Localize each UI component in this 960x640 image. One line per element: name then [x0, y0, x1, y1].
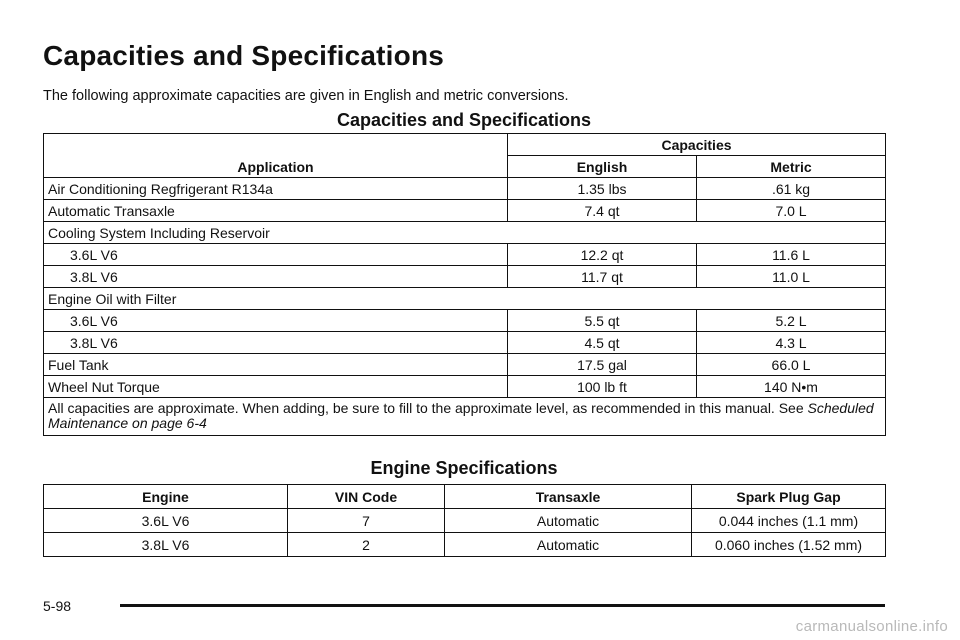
- table-row: 3.8L V6 2 Automatic 0.060 inches (1.52 m…: [43, 532, 886, 557]
- transaxle-cell: Automatic: [444, 508, 692, 533]
- header-engine: Engine: [43, 484, 288, 509]
- spark-plug-gap-cell: 0.044 inches (1.1 mm): [691, 508, 886, 533]
- watermark: carmanualsonline.info: [795, 618, 948, 635]
- transaxle-cell: Automatic: [444, 532, 692, 557]
- metric-cell: 140 N•m: [695, 375, 887, 398]
- intro-text: The following approximate capacities are…: [43, 88, 569, 104]
- header-vin-code: VIN Code: [287, 484, 445, 509]
- table-row: Automatic Transaxle 7.4 qt 7.0 L: [43, 199, 887, 222]
- footer-divider: [120, 604, 885, 607]
- application-cell: Fuel Tank: [43, 353, 508, 376]
- vin-code-cell: 7: [287, 508, 445, 533]
- header-transaxle: Transaxle: [444, 484, 692, 509]
- application-cell: 3.8L V6: [43, 331, 508, 354]
- english-cell: 7.4 qt: [507, 199, 697, 222]
- header-metric: Metric: [695, 155, 887, 178]
- maintenance-reference-link[interactable]: Scheduled Maintenance on page 6-4: [48, 400, 874, 431]
- english-cell: 17.5 gal: [507, 353, 697, 376]
- group-heading-cell: Cooling System Including Reservoir: [42, 221, 887, 244]
- metric-cell: 5.2 L: [695, 309, 887, 332]
- engine-specifications-table: Engine VIN Code Transaxle Spark Plug Gap…: [43, 484, 886, 557]
- table-row: Cooling System Including Reservoir: [42, 221, 887, 244]
- application-cell: Wheel Nut Torque: [43, 375, 508, 398]
- header-english: English: [507, 155, 697, 178]
- note-text: All capacities are approximate. When add…: [48, 400, 808, 416]
- vin-code-cell: 2: [287, 532, 445, 557]
- table-row: 3.6L V6 5.5 qt 5.2 L: [43, 309, 887, 332]
- metric-cell: 66.0 L: [695, 353, 887, 376]
- page-number: 5-98: [43, 598, 72, 614]
- english-cell: 11.7 qt: [507, 265, 697, 288]
- capacities-table: Application Capacities English Metric Ai…: [42, 133, 887, 436]
- application-cell: 3.6L V6: [43, 309, 508, 332]
- table-row: Engine Oil with Filter: [42, 287, 887, 310]
- header-capacities: Capacities: [506, 133, 887, 156]
- metric-cell: 11.0 L: [695, 265, 887, 288]
- table-row: 3.6L V6 7 Automatic 0.044 inches (1.1 mm…: [43, 508, 886, 533]
- metric-cell: 7.0 L: [695, 199, 887, 222]
- application-cell: Automatic Transaxle: [43, 199, 508, 222]
- application-cell: Air Conditioning Regfrigerant R134a: [43, 177, 508, 200]
- page-title: Capacities and Specifications: [43, 40, 445, 71]
- application-cell: 3.6L V6: [43, 243, 508, 266]
- table-note-row: All capacities are approximate. When add…: [42, 397, 887, 436]
- table-row: 3.8L V6 4.5 qt 4.3 L: [43, 331, 887, 354]
- table-row: Air Conditioning Regfrigerant R134a 1.35…: [43, 177, 887, 200]
- engine-cell: 3.6L V6: [43, 508, 288, 533]
- table-row: 3.6L V6 12.2 qt 11.6 L: [43, 243, 887, 266]
- spark-plug-gap-cell: 0.060 inches (1.52 mm): [691, 532, 886, 557]
- application-cell: 3.8L V6: [43, 265, 508, 288]
- english-cell: 1.35 lbs: [507, 177, 697, 200]
- header-application: Application: [43, 133, 508, 178]
- header-spark-plug-gap: Spark Plug Gap: [691, 484, 886, 509]
- english-cell: 100 lb ft: [507, 375, 697, 398]
- metric-cell: 4.3 L: [695, 331, 887, 354]
- capacities-table-title: Capacities and Specifications: [336, 110, 592, 130]
- table-row: 3.8L V6 11.7 qt 11.0 L: [43, 265, 887, 288]
- english-cell: 12.2 qt: [507, 243, 697, 266]
- group-heading-cell: Engine Oil with Filter: [42, 287, 887, 310]
- metric-cell: .61 kg: [695, 177, 887, 200]
- english-cell: 4.5 qt: [507, 331, 697, 354]
- table-note: All capacities are approximate. When add…: [42, 397, 887, 436]
- english-cell: 5.5 qt: [507, 309, 697, 332]
- engine-cell: 3.8L V6: [43, 532, 288, 557]
- metric-cell: 11.6 L: [695, 243, 887, 266]
- table-row: Wheel Nut Torque 100 lb ft 140 N•m: [43, 375, 887, 398]
- table-row: Fuel Tank 17.5 gal 66.0 L: [43, 353, 887, 376]
- engine-table-title: Engine Specifications: [370, 458, 558, 478]
